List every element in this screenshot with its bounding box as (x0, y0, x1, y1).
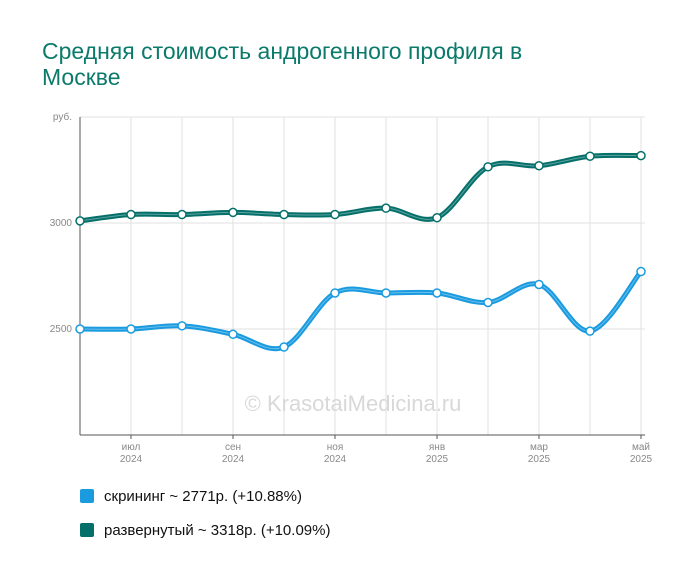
data-point (534, 161, 544, 171)
data-point (432, 288, 442, 298)
x-tick-label-month: июл (122, 442, 141, 453)
data-point (381, 203, 391, 213)
chart-title: Средняя стоимость андрогенного профиля в… (42, 38, 523, 90)
data-point (126, 209, 136, 220)
x-tick-label-year: 2025 (426, 454, 449, 465)
data-point (330, 288, 340, 298)
legend-item-скрининг: скрининг ~ 2771р. (+10.88%) (80, 486, 330, 506)
data-point (75, 324, 85, 334)
data-point (228, 207, 238, 218)
line-chart: © KrasotaiMedicina.ru 25003000руб.июл202… (50, 111, 653, 465)
data-point (432, 212, 442, 223)
x-tick-label-year: 2025 (528, 454, 551, 465)
legend-swatch (80, 523, 94, 537)
x-tick-label-month: янв (429, 442, 445, 453)
axes (79, 117, 645, 439)
x-tick-label-month: май (632, 442, 650, 453)
data-point (279, 209, 289, 220)
y-axis-unit-label: руб. (53, 111, 72, 123)
x-tick-label-month: ноя (327, 442, 344, 453)
legend-label: развернутый ~ 3318р. (+10.09%) (104, 521, 331, 539)
data-point (636, 266, 646, 277)
x-tick-label-year: 2024 (120, 454, 143, 465)
x-tick-label-year: 2024 (324, 454, 347, 465)
series (75, 150, 646, 352)
data-point (585, 151, 595, 161)
data-point (279, 342, 289, 352)
series-развернутый (75, 150, 646, 226)
data-point (483, 297, 493, 308)
data-point (177, 209, 187, 220)
series-line-highlight (79, 271, 642, 350)
legend-label: скрининг ~ 2771р. (+10.88%) (104, 487, 302, 505)
y-tick-label: 2500 (50, 324, 73, 335)
data-point (381, 288, 391, 298)
data-point (585, 326, 595, 336)
data-point (534, 279, 544, 290)
tick-labels: 25003000руб.июл2024сен2024ноя2024янв2025… (50, 111, 653, 465)
legend: скрининг ~ 2771р. (+10.88%) развернутый ~… (80, 486, 330, 554)
data-point (636, 150, 646, 161)
legend-item-развернутый: развернутый ~ 3318р. (+10.09%) (80, 520, 330, 540)
x-tick-label-month: мар (530, 442, 548, 453)
data-point (228, 329, 238, 340)
x-tick-label-year: 2025 (630, 454, 653, 465)
series-line (77, 269, 644, 352)
data-point (483, 162, 493, 172)
grid (80, 116, 645, 435)
data-point (330, 209, 340, 220)
watermark-text: © KrasotaiMedicina.ru (245, 391, 462, 416)
data-point (75, 216, 85, 226)
data-point (177, 321, 187, 331)
x-tick-label-year: 2024 (222, 454, 245, 465)
y-tick-label: 3000 (50, 218, 73, 229)
series-скрининг (75, 266, 646, 352)
x-tick-label-month: сен (225, 442, 241, 453)
legend-swatch (80, 489, 94, 503)
data-point (126, 324, 136, 334)
